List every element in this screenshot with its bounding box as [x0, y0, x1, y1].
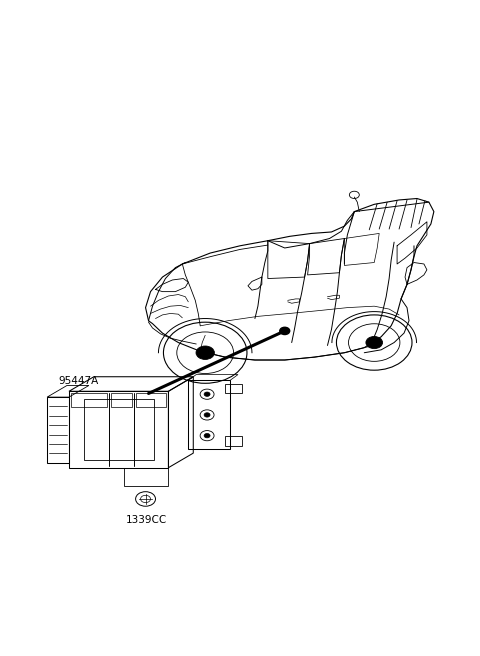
Ellipse shape [280, 327, 290, 335]
Ellipse shape [204, 413, 210, 417]
Ellipse shape [366, 337, 383, 348]
Ellipse shape [204, 434, 210, 438]
Text: 1339CC: 1339CC [126, 515, 167, 525]
Ellipse shape [196, 346, 215, 359]
Ellipse shape [204, 392, 210, 396]
Text: 95447A: 95447A [58, 376, 98, 386]
